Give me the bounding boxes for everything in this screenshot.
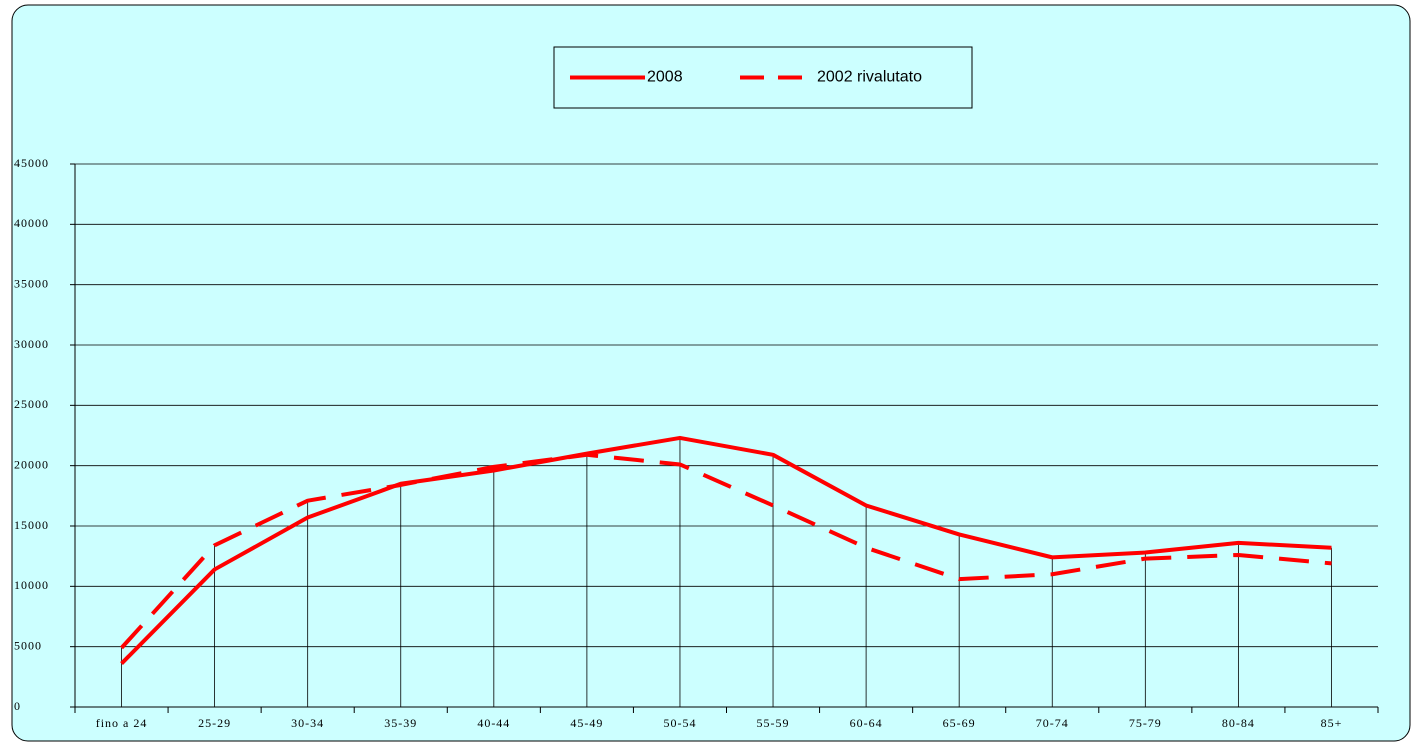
x-tick-label: 75-79	[1129, 716, 1162, 730]
y-tick-label: 35000	[14, 276, 49, 290]
y-tick-label: 10000	[14, 578, 49, 592]
x-tick-label: 25-29	[198, 716, 231, 730]
series-line	[120, 435, 1332, 665]
legend-label: 2002 rivalutato	[817, 69, 922, 86]
y-tick-label: 25000	[14, 397, 49, 411]
y-tick-label: 0	[14, 699, 21, 713]
y-tick-label: 30000	[14, 337, 49, 351]
y-tick-label: 20000	[14, 457, 49, 471]
x-tick-label: 30-34	[291, 716, 324, 730]
x-tick-label: 50-54	[663, 716, 696, 730]
y-tick-label: 40000	[14, 216, 49, 230]
legend-label: 2008	[647, 69, 683, 86]
x-tick-label: 60-64	[850, 716, 883, 730]
x-tick-label: fino a 24	[96, 716, 148, 730]
y-tick-label: 15000	[14, 518, 49, 532]
x-tick-label: 85+	[1321, 716, 1343, 730]
y-tick-label: 45000	[14, 156, 49, 170]
chart-background	[11, 4, 1411, 742]
x-tick-label: 80-84	[1222, 716, 1255, 730]
series-line	[120, 452, 1332, 650]
y-tick-label: 5000	[14, 638, 42, 652]
x-tick-label: 65-69	[943, 716, 976, 730]
x-tick-label: 55-59	[757, 716, 790, 730]
x-tick-label: 40-44	[477, 716, 510, 730]
x-tick-label: 70-74	[1036, 716, 1069, 730]
x-tick-label: 45-49	[570, 716, 603, 730]
x-tick-label: 35-39	[384, 716, 417, 730]
